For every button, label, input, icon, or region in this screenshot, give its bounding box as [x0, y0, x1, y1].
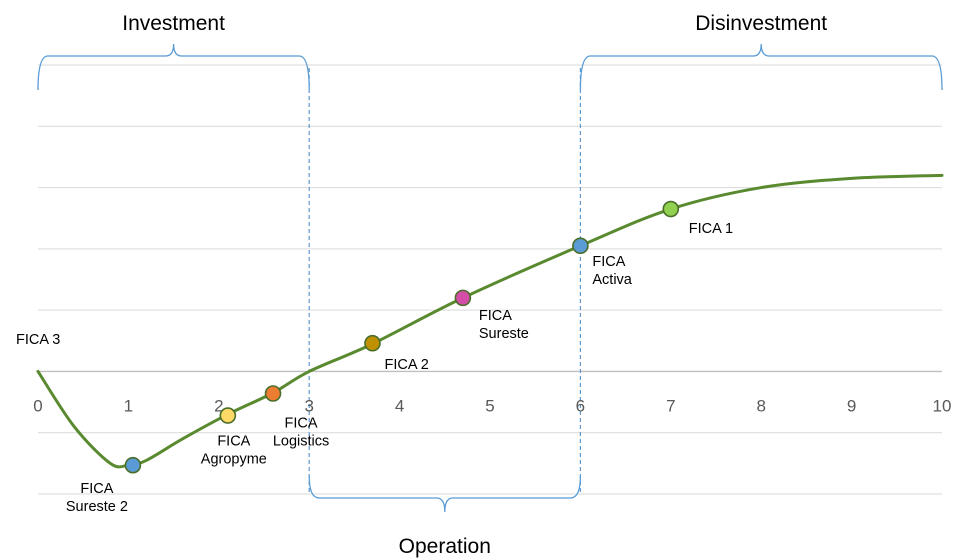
data-point-label: FICA Activa [592, 254, 632, 288]
x-tick-label: 3 [304, 396, 313, 415]
phase-bracket [308, 475, 582, 513]
x-tick-label: 10 [933, 396, 952, 415]
data-point-marker [364, 334, 381, 352]
phase-dividers [308, 68, 582, 494]
x-tick-label: 0 [33, 396, 42, 415]
phase-bracket [37, 43, 310, 91]
phase-bracket [579, 43, 943, 91]
x-tick-label: 6 [576, 396, 585, 415]
phase-label: Investment [122, 12, 225, 35]
x-tick-label: 8 [756, 396, 765, 415]
phase-label: Operation [399, 535, 491, 558]
phase-label: Disinvestment [695, 12, 827, 35]
data-point-label: FICA Sureste 2 [66, 481, 128, 515]
phase-brackets: Investment Operation Disinvestment [37, 12, 943, 558]
data-point-marker [219, 407, 237, 424]
data-point-label: FICA 2 [384, 357, 428, 373]
x-tick-label: 7 [666, 396, 675, 415]
x-tick-labels: 0 1 2 3 4 5 6 7 8 9 10 [33, 396, 951, 415]
data-point-label: FICA 1 [689, 221, 733, 237]
data-point-marker [264, 385, 282, 402]
data-point-label: FICA 3 [16, 332, 60, 348]
x-tick-label: 5 [485, 396, 494, 415]
lifecycle-curve [36, 173, 944, 469]
curve-line [36, 173, 944, 469]
x-tick-label: 2 [214, 396, 223, 415]
data-point-label: FICA Logistics [273, 415, 329, 449]
x-tick-label: 9 [847, 396, 856, 415]
data-point-marker [572, 237, 589, 255]
x-tick-label: 4 [395, 396, 404, 415]
data-point-marker [454, 289, 472, 307]
data-point-marker [662, 200, 680, 218]
gridlines [38, 64, 942, 495]
x-tick-label: 1 [124, 396, 133, 415]
data-point-label: FICA Sureste [479, 308, 529, 342]
data-point-label: FICA Agropyme [201, 434, 267, 468]
data-point-marker [124, 456, 142, 474]
